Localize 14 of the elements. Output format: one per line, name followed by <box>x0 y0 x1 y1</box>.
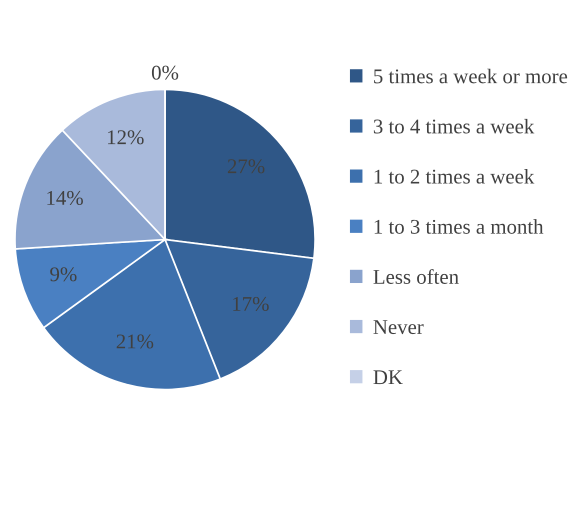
data-label: 9% <box>50 267 77 282</box>
legend-label: 1 to 2 times a week <box>374 169 534 184</box>
data-label: 21% <box>116 334 154 349</box>
data-label: 14% <box>47 190 83 206</box>
data-label: 12% <box>108 130 144 144</box>
legend-label: 3 to 4 times a week <box>374 118 534 134</box>
legend-label: Never <box>373 320 424 334</box>
text: 0% <box>152 66 178 80</box>
data-label: 27% <box>228 159 264 174</box>
legend-label: 1 to 3 times a month <box>374 219 544 234</box>
legend-label: Less often <box>373 269 459 284</box>
data-label: 17% <box>233 296 269 312</box>
legend-label: DK <box>373 370 403 384</box>
legend-label: 5 times a week or more <box>374 68 568 84</box>
